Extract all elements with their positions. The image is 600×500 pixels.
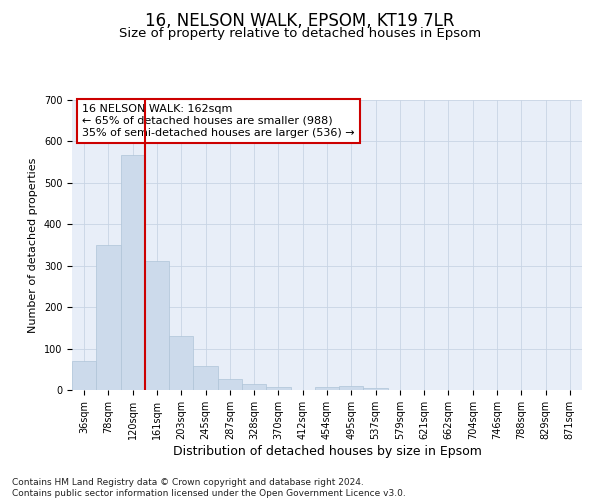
Bar [364,388,388,390]
Bar [242,384,266,390]
Bar [193,366,218,390]
Text: Size of property relative to detached houses in Epsom: Size of property relative to detached ho… [119,28,481,40]
Y-axis label: Number of detached properties: Number of detached properties [28,158,38,332]
Text: 16 NELSON WALK: 162sqm
← 65% of detached houses are smaller (988)
35% of semi-de: 16 NELSON WALK: 162sqm ← 65% of detached… [82,104,355,138]
Bar [266,386,290,390]
Bar [145,260,169,390]
X-axis label: Distribution of detached houses by size in Epsom: Distribution of detached houses by size … [173,444,481,458]
Bar [169,336,193,390]
Bar [315,386,339,390]
Bar [339,386,364,390]
Text: 16, NELSON WALK, EPSOM, KT19 7LR: 16, NELSON WALK, EPSOM, KT19 7LR [145,12,455,30]
Bar [121,154,145,390]
Bar [96,245,121,390]
Bar [72,361,96,390]
Text: Contains HM Land Registry data © Crown copyright and database right 2024.
Contai: Contains HM Land Registry data © Crown c… [12,478,406,498]
Bar [218,379,242,390]
